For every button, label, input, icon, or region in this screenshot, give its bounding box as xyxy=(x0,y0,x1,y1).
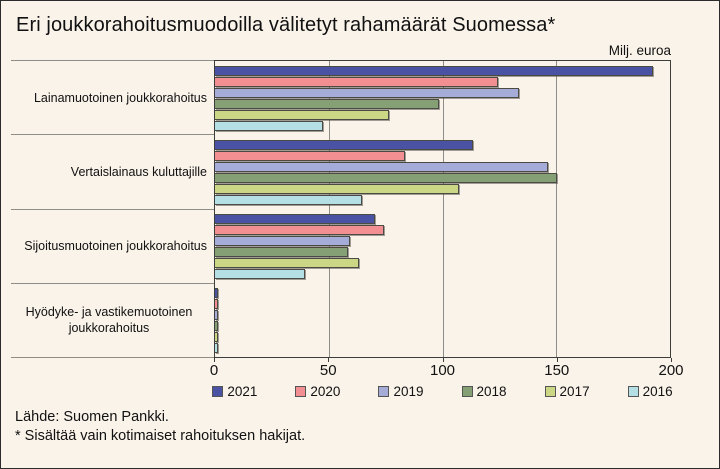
gridline-150 xyxy=(556,61,558,357)
bar-group-3 xyxy=(215,209,670,283)
bar-2017 xyxy=(215,109,389,120)
bar-2020 xyxy=(215,298,219,309)
bar-2016 xyxy=(215,268,305,279)
legend: 2021 2020 2019 2018 2017 2016 xyxy=(212,384,673,399)
x-tick-label-0: 0 xyxy=(209,362,219,379)
legend-swatch-2018 xyxy=(461,386,473,397)
x-tick-label-50: 50 xyxy=(319,362,337,379)
x-tick-label-200: 200 xyxy=(658,362,684,379)
bar-2018 xyxy=(215,246,348,257)
bar-group-4 xyxy=(215,283,670,357)
x-tick-mark-200 xyxy=(671,358,672,362)
category-label: Sijoitusmuotoinen joukkorahoitus xyxy=(11,208,214,283)
chart-title: Eri joukkorahoitusmuodoilla välitetyt ra… xyxy=(16,14,556,36)
bar-group-2 xyxy=(215,135,670,209)
bar-2016 xyxy=(215,194,362,205)
gridline-50 xyxy=(328,61,330,357)
bar-2020 xyxy=(215,76,499,87)
legend-swatch-2020 xyxy=(295,386,307,397)
bar-2019 xyxy=(215,309,219,320)
bar-2019 xyxy=(215,161,549,172)
x-tick-mark-0 xyxy=(214,358,215,362)
bar-2021 xyxy=(215,65,653,76)
category-label-text: Vertaislainaus kuluttajille xyxy=(70,164,207,179)
bar-2020 xyxy=(215,224,385,235)
category-axis: Lainamuotoinen joukkorahoitus Vertaislain… xyxy=(11,60,214,358)
legend-swatch-2021 xyxy=(212,386,224,397)
bar-2019 xyxy=(215,235,351,246)
bar-2017 xyxy=(215,257,360,268)
legend-swatch-2019 xyxy=(378,386,390,397)
category-label: Hyödyke- ja vastikemuotoinen joukkorahoi… xyxy=(11,282,214,357)
bar-2020 xyxy=(215,150,405,161)
legend-label-2019: 2019 xyxy=(393,384,424,399)
legend-swatch-2016 xyxy=(627,386,639,397)
x-axis: 0 50 100 150 200 xyxy=(210,358,684,382)
bar-2019 xyxy=(215,87,519,98)
category-label: Vertaislainaus kuluttajille xyxy=(11,134,214,208)
chart-body: Lainamuotoinen joukkorahoitus Vertaislain… xyxy=(11,60,671,358)
x-tick-mark-100 xyxy=(442,358,444,362)
bar-2017 xyxy=(215,331,219,342)
asterisk-note: * Sisältää vain kotimaiset rahoituksen h… xyxy=(15,427,306,444)
x-tick-label-100: 100 xyxy=(429,362,456,379)
bar-group-1 xyxy=(215,61,670,135)
category-label-text: Hyödyke- ja vastikemuotoinen joukkorahoi… xyxy=(25,305,193,336)
legend-label-2017: 2017 xyxy=(559,384,590,399)
bar-2021 xyxy=(215,287,219,298)
legend-label-2016: 2016 xyxy=(642,384,673,399)
bar-2016 xyxy=(215,120,323,131)
legend-item-2016: 2016 xyxy=(627,384,673,399)
x-tick-mark-50 xyxy=(328,358,330,362)
category-label: Lainamuotoinen joukkorahoitus xyxy=(11,60,214,134)
legend-label-2021: 2021 xyxy=(227,384,258,399)
bar-2018 xyxy=(215,320,219,331)
plot-area xyxy=(214,60,671,358)
legend-label-2020: 2020 xyxy=(310,384,341,399)
legend-item-2021: 2021 xyxy=(212,384,257,399)
x-tick-mark-150 xyxy=(556,358,558,362)
legend-swatch-2017 xyxy=(544,386,556,397)
legend-item-2018: 2018 xyxy=(461,384,507,399)
legend-label-2018: 2018 xyxy=(476,384,507,399)
bar-2016 xyxy=(215,342,219,353)
x-tick-label-150: 150 xyxy=(544,362,570,379)
source-note: Lähde: Suomen Pankki. xyxy=(15,409,169,425)
legend-item-2020: 2020 xyxy=(295,384,340,399)
bar-2017 xyxy=(215,183,460,194)
legend-item-2019: 2019 xyxy=(378,384,424,399)
bar-2021 xyxy=(215,139,474,150)
unit-label: Milj. euroa xyxy=(608,43,671,58)
bar-2018 xyxy=(215,172,558,183)
bar-2021 xyxy=(215,213,376,224)
legend-item-2017: 2017 xyxy=(544,384,590,399)
bar-2018 xyxy=(215,98,439,109)
category-label-text: Sijoitusmuotoinen joukkorahoitus xyxy=(24,239,207,253)
gridline-100 xyxy=(442,61,444,357)
footnotes: Lähde: Suomen Pankki. * Sisältää vain ko… xyxy=(15,408,705,445)
category-label-text: Lainamuotoinen joukkorahoitus xyxy=(33,90,207,105)
